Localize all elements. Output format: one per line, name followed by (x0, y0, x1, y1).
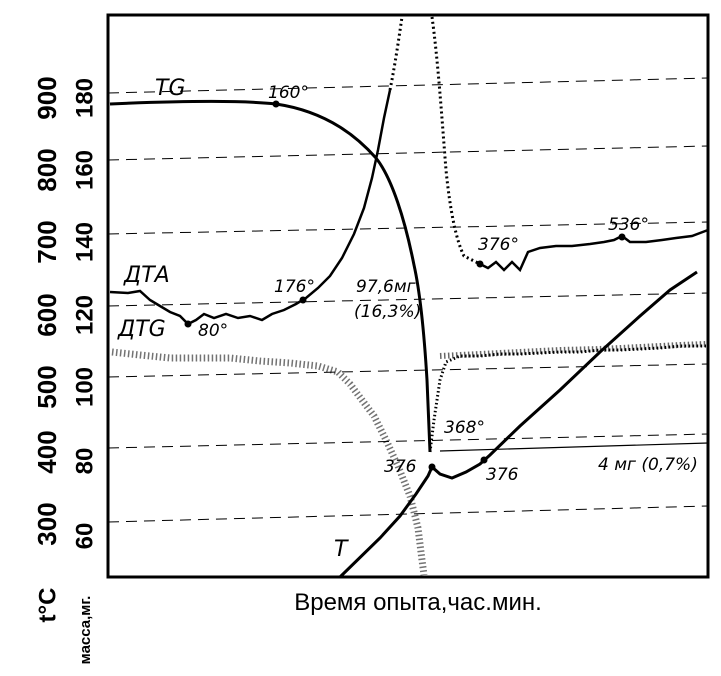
annotation-376-t-right: 376 (486, 465, 519, 485)
series-label-tg: TG (155, 76, 186, 101)
tick-label-t-900: 900 (32, 76, 62, 119)
series-line-dta-peak (388, 16, 481, 266)
annotation-376-t-left: 376 (384, 457, 417, 477)
annotation-368: 368° (444, 418, 485, 438)
y-axis-label-mass: масса,мг. (77, 596, 94, 665)
tick-label-m-60: 60 (71, 523, 98, 550)
series-line-t (338, 270, 698, 579)
grid-line (107, 145, 709, 161)
grid-line (107, 505, 709, 523)
grid-lines (107, 77, 709, 523)
annotation-160: 160° (268, 83, 309, 103)
plot-frame (106, 13, 710, 579)
series-label-dta: ДТА (123, 263, 170, 288)
temperature-ticks: 900 800 700 600 500 400 300 (32, 76, 62, 545)
t-point-376-b (480, 456, 488, 464)
tg-point-160 (272, 100, 280, 108)
annotation-97-6: 97,6мг (356, 277, 416, 297)
annotation-536: 536° (608, 215, 649, 235)
dta-point-80 (184, 320, 192, 328)
tick-label-m-140: 140 (71, 222, 98, 262)
tick-label-t-300: 300 (32, 502, 62, 545)
grid-line (107, 77, 709, 94)
grid-line (107, 433, 709, 449)
series-line-dta-right (479, 228, 709, 273)
tick-label-t-700: 700 (32, 220, 62, 263)
series-label-t: T (334, 537, 349, 562)
tick-label-t-600: 600 (32, 293, 62, 336)
annotation-80: 80° (198, 321, 228, 341)
annotation-376-dta: 376° (478, 235, 519, 255)
tick-label-m-100: 100 (71, 367, 98, 407)
x-axis-label: Время опыта,час.мин. (294, 589, 542, 616)
tick-label-m-160: 160 (71, 150, 98, 190)
series-line-dtg (111, 341, 707, 576)
tick-label-m-120: 120 (71, 295, 98, 335)
tick-label-t-400: 400 (32, 430, 62, 473)
t-point-376-a (428, 463, 436, 471)
dta-point-536 (618, 233, 626, 241)
reference-line-4mg (439, 442, 709, 452)
tick-label-t-500: 500 (32, 365, 62, 408)
dta-point-376 (476, 260, 484, 268)
grid-line (107, 292, 709, 307)
y-axis-label-temperature: t°C (34, 588, 61, 623)
grid-line (107, 221, 709, 235)
annotation-176: 176° (274, 277, 315, 297)
tick-label-m-180: 180 (71, 78, 98, 118)
dta-point-176 (299, 296, 307, 304)
tick-label-t-800: 800 (32, 148, 62, 191)
annotation-4mg: 4 мг (0,7%) (598, 455, 698, 475)
grid-line (107, 363, 709, 378)
series-line-dta (109, 89, 392, 326)
tick-label-m-80: 80 (71, 448, 98, 475)
annotation-16-3: (16,3%) (354, 302, 421, 322)
series-label-dtg: ДТG (117, 317, 166, 342)
mass-ticks: 180 160 140 120 100 80 60 (71, 78, 98, 549)
